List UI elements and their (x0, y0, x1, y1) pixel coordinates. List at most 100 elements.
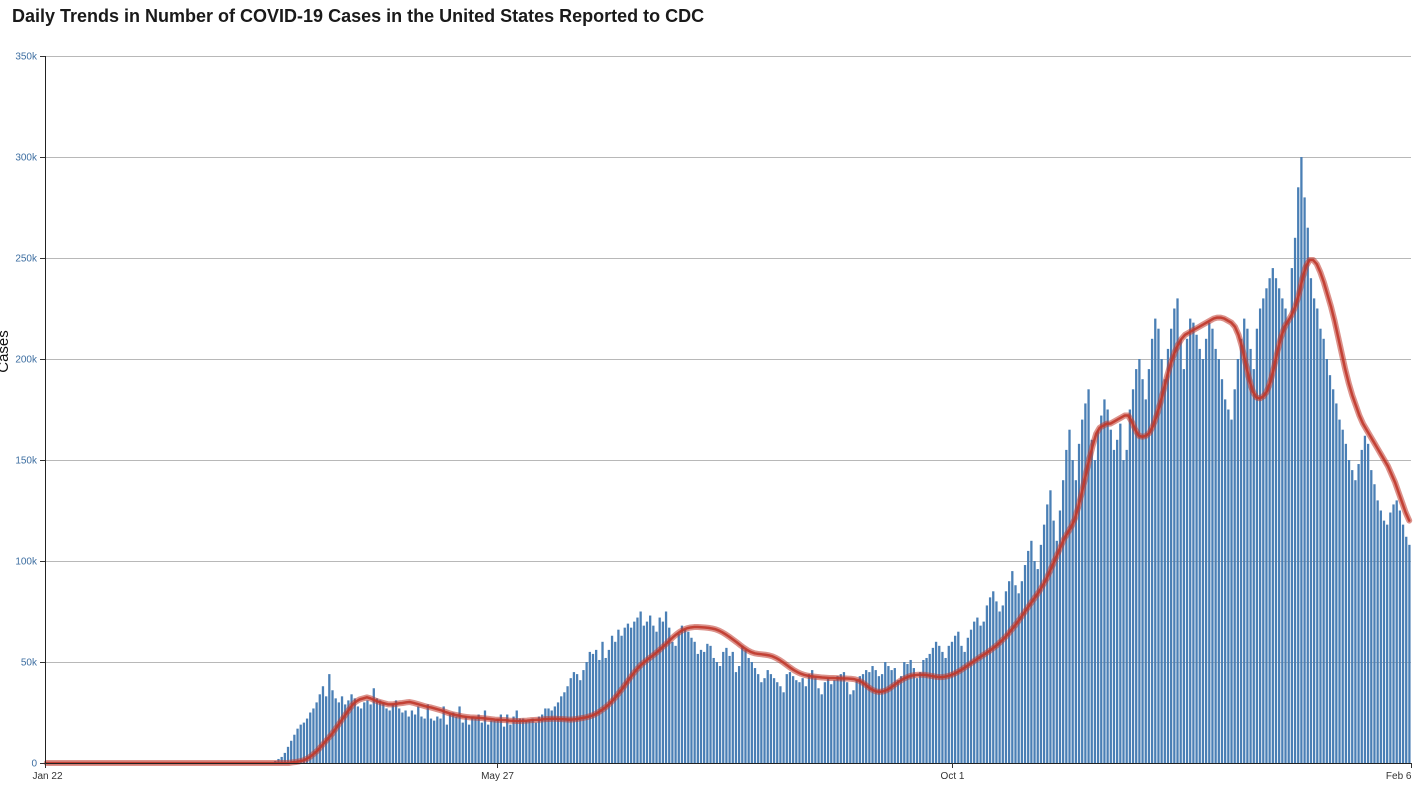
bar (906, 664, 909, 763)
bar (1405, 536, 1408, 763)
bar (712, 657, 715, 763)
bar (1379, 510, 1382, 763)
bar (1106, 409, 1109, 763)
bar (280, 756, 283, 763)
bar (1284, 308, 1287, 763)
bar (366, 700, 369, 763)
bar (372, 688, 375, 763)
bar (1398, 510, 1402, 763)
bar (490, 720, 493, 763)
bar (747, 657, 750, 763)
bar (941, 651, 944, 763)
bar (1150, 338, 1154, 763)
bar (502, 726, 506, 763)
bar (1170, 328, 1173, 763)
bar (1141, 379, 1144, 763)
bar (1081, 419, 1084, 763)
bar (706, 643, 709, 763)
bar (595, 649, 598, 763)
bar (661, 621, 665, 763)
bar (811, 670, 814, 763)
bar (1179, 338, 1182, 763)
bar (1332, 389, 1335, 763)
bar (1065, 449, 1068, 763)
bar (1049, 490, 1052, 763)
bar (982, 621, 985, 763)
bar (760, 682, 763, 763)
bar (645, 621, 649, 763)
bar (1204, 338, 1208, 763)
bar (1243, 318, 1246, 763)
bar (1233, 389, 1236, 763)
bar (893, 668, 896, 763)
bar (680, 625, 684, 763)
bar (1189, 318, 1192, 763)
bar (588, 651, 591, 763)
bar (407, 716, 410, 763)
bar (452, 712, 455, 763)
bar (312, 708, 315, 763)
bar (385, 708, 388, 763)
bar (769, 674, 773, 763)
bar (464, 716, 468, 763)
bar (947, 645, 950, 763)
bar (467, 724, 471, 763)
bar (1122, 460, 1125, 763)
bar (353, 698, 356, 763)
bar (709, 645, 712, 763)
bar (890, 670, 893, 763)
bar (1144, 399, 1147, 763)
bar (931, 647, 935, 763)
bar (798, 682, 801, 763)
bar (1290, 268, 1294, 763)
bar (566, 686, 569, 763)
bar (957, 631, 960, 763)
bar (865, 670, 868, 763)
bar (744, 649, 747, 763)
bar (375, 698, 379, 763)
bar (1154, 318, 1157, 763)
bar (477, 714, 480, 763)
bar (1338, 419, 1341, 763)
bar (480, 722, 483, 763)
bar (868, 672, 871, 763)
bar (439, 718, 442, 763)
bar (442, 706, 445, 763)
bar (836, 676, 839, 763)
bar (1166, 348, 1170, 763)
bar (318, 694, 321, 763)
bar (1208, 322, 1211, 763)
x-tick-label: May 27 (481, 771, 514, 782)
bar (658, 617, 661, 763)
bar (1366, 443, 1370, 763)
bar (801, 678, 804, 763)
bar (903, 662, 906, 763)
bar (528, 720, 531, 763)
bar (741, 645, 744, 763)
bar (290, 740, 293, 763)
bar (1087, 389, 1090, 763)
bar (1386, 524, 1389, 763)
bar (1077, 443, 1081, 763)
bar (1011, 571, 1014, 763)
bar (1068, 429, 1071, 763)
bar (458, 706, 461, 763)
bar (820, 694, 823, 763)
bar (1309, 278, 1313, 763)
bar (1071, 460, 1074, 763)
bar (871, 666, 874, 763)
bar (938, 645, 941, 763)
bar (420, 716, 423, 763)
bar (455, 716, 458, 763)
bar (1363, 435, 1367, 763)
bar (531, 718, 534, 763)
bar (471, 716, 474, 763)
trend-line (45, 258, 1411, 765)
bar (1217, 359, 1220, 763)
bar (1335, 403, 1338, 763)
bar (1246, 328, 1249, 763)
bar (718, 666, 722, 763)
bar (845, 682, 849, 763)
bar (925, 657, 928, 763)
bar (639, 611, 642, 763)
